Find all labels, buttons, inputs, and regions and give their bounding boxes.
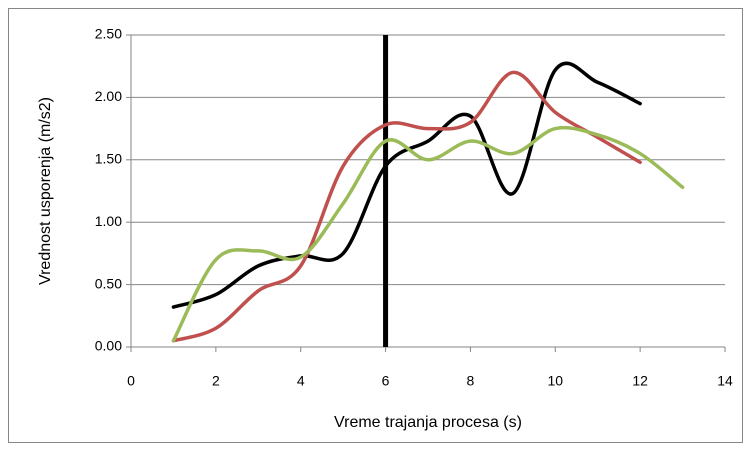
x-tick-label: 6	[382, 373, 390, 389]
series-line	[171, 125, 685, 343]
x-tick-label: 4	[297, 373, 305, 389]
x-tick-label: 12	[632, 373, 648, 389]
series-line	[171, 61, 642, 309]
y-tick-label: 2.50	[95, 26, 122, 42]
y-tick-label: 2.00	[95, 88, 122, 104]
y-tick-label: 1.00	[95, 213, 122, 229]
y-tick-label: 1.50	[95, 151, 122, 167]
x-tick-label: 14	[717, 373, 733, 389]
x-tick-label: 8	[467, 373, 475, 389]
series-line	[171, 70, 642, 343]
y-axis-label: Vrednost usporenja (m/s2)	[37, 97, 54, 285]
y-tick-label: 0.50	[95, 275, 122, 291]
x-tick-label: 2	[212, 373, 220, 389]
x-axis-label: Vreme trajanja procesa (s)	[334, 414, 522, 431]
x-tick-label: 10	[547, 373, 563, 389]
x-tick-label: 0	[127, 373, 135, 389]
y-tick-label: 0.00	[95, 338, 122, 354]
